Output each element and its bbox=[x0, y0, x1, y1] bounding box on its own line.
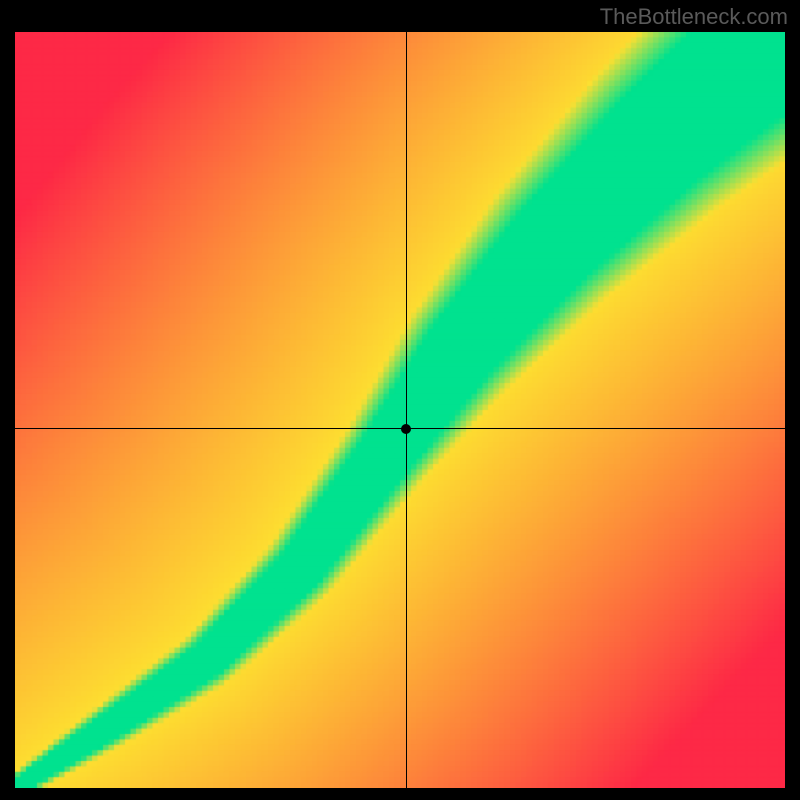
chart-container: TheBottleneck.com bbox=[0, 0, 800, 800]
attribution-label: TheBottleneck.com bbox=[600, 4, 788, 30]
plot-frame bbox=[15, 32, 785, 788]
heatmap-canvas bbox=[15, 32, 785, 788]
crosshair-horizontal bbox=[15, 428, 785, 429]
crosshair-vertical bbox=[406, 32, 407, 788]
crosshair-marker-dot bbox=[401, 424, 411, 434]
